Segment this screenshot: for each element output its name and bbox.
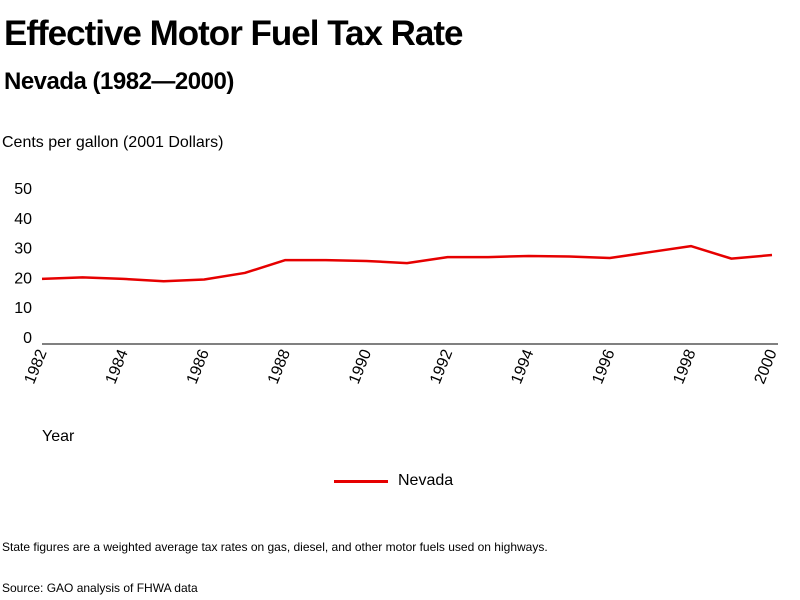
legend: Nevada [334, 472, 453, 490]
x-tick-labels: 1982 1984 1986 1988 1990 1992 1994 1996 1998 2000 [22, 347, 781, 386]
x-tick-label: 2000 [752, 347, 781, 386]
y-tick-label: 40 [14, 211, 32, 228]
y-tick-label: 0 [23, 330, 32, 347]
y-tick-label: 50 [14, 181, 32, 198]
x-tick-label: 1992 [427, 347, 456, 386]
x-tick-label: 1996 [589, 347, 618, 386]
x-tick-label: 1982 [22, 347, 51, 386]
y-tick-label: 30 [14, 241, 32, 258]
legend-label-nevada: Nevada [398, 472, 454, 489]
chart-title: Effective Motor Fuel Tax Rate [4, 14, 464, 53]
x-tick-label: 1990 [346, 347, 375, 386]
x-tick-label: 1986 [184, 347, 213, 386]
footnote: State figures are a weighted average tax… [2, 540, 548, 554]
y-tick-label: 20 [14, 270, 32, 287]
x-tick-label: 1994 [508, 347, 537, 386]
x-tick-label: 1984 [103, 347, 132, 386]
chart-subtitle: Nevada (1982—2000) [4, 68, 234, 95]
y-tick-labels: 0 10 20 30 40 50 [14, 181, 32, 347]
legend-swatch-nevada [334, 479, 388, 483]
x-tick-label: 1988 [265, 347, 294, 386]
y-axis-title: Cents per gallon (2001 Dollars) [2, 134, 224, 151]
x-tick-label: 1998 [671, 347, 700, 386]
y-tick-label: 10 [14, 300, 32, 317]
source-note: Source: GAO analysis of FHWA data [2, 581, 198, 595]
x-axis-title: Year [42, 428, 75, 445]
series-line-nevada [41, 244, 773, 283]
